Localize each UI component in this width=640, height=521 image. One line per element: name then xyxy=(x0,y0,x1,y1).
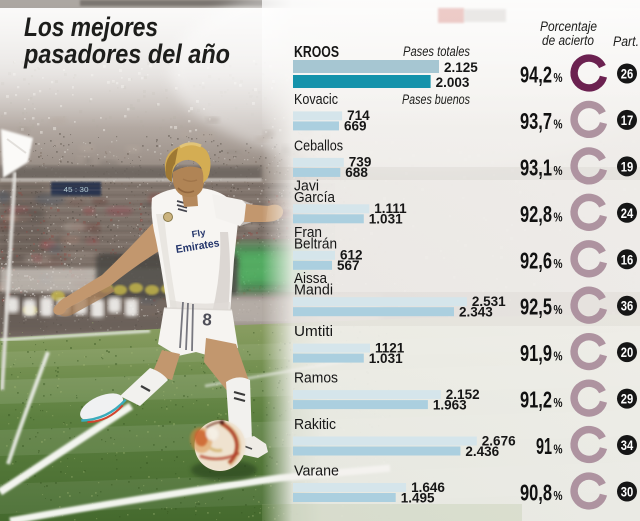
svg-text:Pases buenos: Pases buenos xyxy=(402,92,470,107)
svg-text:2.343: 2.343 xyxy=(459,305,493,320)
svg-text:Mandi: Mandi xyxy=(294,282,333,299)
svg-text:Umtiti: Umtiti xyxy=(294,323,333,340)
svg-text:pasadores del año: pasadores del año xyxy=(23,39,230,69)
svg-text:1121: 1121 xyxy=(375,340,405,355)
svg-text:Pases totales: Pases totales xyxy=(403,44,470,59)
svg-text:2.125: 2.125 xyxy=(444,60,478,75)
svg-text:Javi: Javi xyxy=(294,177,319,194)
svg-text:2.531: 2.531 xyxy=(472,294,506,309)
svg-text:2.152: 2.152 xyxy=(446,387,480,402)
svg-text:669: 669 xyxy=(344,119,367,134)
svg-text:19: 19 xyxy=(621,158,634,174)
svg-text:Part.: Part. xyxy=(613,34,639,49)
svg-text:%: % xyxy=(554,70,563,85)
svg-text:1.495: 1.495 xyxy=(401,490,435,505)
svg-text:92,8: 92,8 xyxy=(520,201,552,227)
svg-text:24: 24 xyxy=(621,205,634,221)
svg-text:Beltrán: Beltrán xyxy=(294,235,337,252)
svg-text:%: % xyxy=(554,163,563,178)
svg-text:34: 34 xyxy=(621,437,634,453)
svg-text:KROOS: KROOS xyxy=(294,44,339,61)
svg-text:%: % xyxy=(554,395,563,410)
svg-text:%: % xyxy=(554,349,563,364)
svg-text:2.676: 2.676 xyxy=(482,433,516,448)
svg-text:90,8: 90,8 xyxy=(520,480,552,506)
svg-text:%: % xyxy=(554,116,563,131)
svg-text:92,6: 92,6 xyxy=(520,247,552,273)
svg-text:1.963: 1.963 xyxy=(433,397,467,412)
svg-text:93,1: 93,1 xyxy=(520,154,552,180)
svg-text:30: 30 xyxy=(621,484,634,500)
svg-text:91: 91 xyxy=(536,433,552,459)
svg-text:1.111: 1.111 xyxy=(374,201,407,216)
svg-text:20: 20 xyxy=(621,344,634,360)
svg-text:2.003: 2.003 xyxy=(436,75,470,90)
svg-text:Kovacic: Kovacic xyxy=(294,91,338,108)
svg-text:91,9: 91,9 xyxy=(520,340,552,366)
svg-text:Fran: Fran xyxy=(294,224,322,241)
svg-text:26: 26 xyxy=(621,66,634,82)
svg-text:714: 714 xyxy=(347,108,370,123)
svg-text:739: 739 xyxy=(349,155,372,170)
svg-text:Ceballos: Ceballos xyxy=(294,137,343,154)
svg-text:Porcentaje: Porcentaje xyxy=(540,19,597,34)
svg-text:688: 688 xyxy=(345,165,368,180)
svg-text:Rakitic: Rakitic xyxy=(294,416,336,433)
svg-text:94,2: 94,2 xyxy=(520,62,552,88)
svg-text:45 : 30: 45 : 30 xyxy=(64,187,89,194)
svg-text:612: 612 xyxy=(340,248,363,263)
svg-text:Varane: Varane xyxy=(294,463,339,480)
svg-text:García: García xyxy=(294,189,336,206)
svg-text:567: 567 xyxy=(337,258,360,273)
svg-text:29: 29 xyxy=(621,391,634,407)
svg-text:8: 8 xyxy=(202,310,213,330)
svg-text:17: 17 xyxy=(621,112,634,128)
svg-text:92,5: 92,5 xyxy=(520,294,552,320)
svg-text:%: % xyxy=(554,209,563,224)
svg-text:36: 36 xyxy=(621,298,634,314)
svg-text:1.031: 1.031 xyxy=(369,351,403,366)
svg-text:2.436: 2.436 xyxy=(465,444,499,459)
svg-text:93,7: 93,7 xyxy=(520,108,552,134)
svg-text:%: % xyxy=(554,488,563,503)
svg-text:91,2: 91,2 xyxy=(520,387,552,413)
svg-text:Los mejores: Los mejores xyxy=(24,12,158,42)
svg-text:1.646: 1.646 xyxy=(411,480,445,495)
svg-text:%: % xyxy=(554,256,563,271)
svg-text:16: 16 xyxy=(621,251,634,267)
svg-text:de acierto: de acierto xyxy=(542,33,594,48)
svg-text:Aissa: Aissa xyxy=(294,270,328,287)
svg-text:%: % xyxy=(554,442,563,457)
svg-text:1.031: 1.031 xyxy=(369,212,403,227)
svg-text:Ramos: Ramos xyxy=(294,370,338,387)
svg-text:Fly: Fly xyxy=(191,227,206,239)
svg-text:%: % xyxy=(554,302,563,317)
